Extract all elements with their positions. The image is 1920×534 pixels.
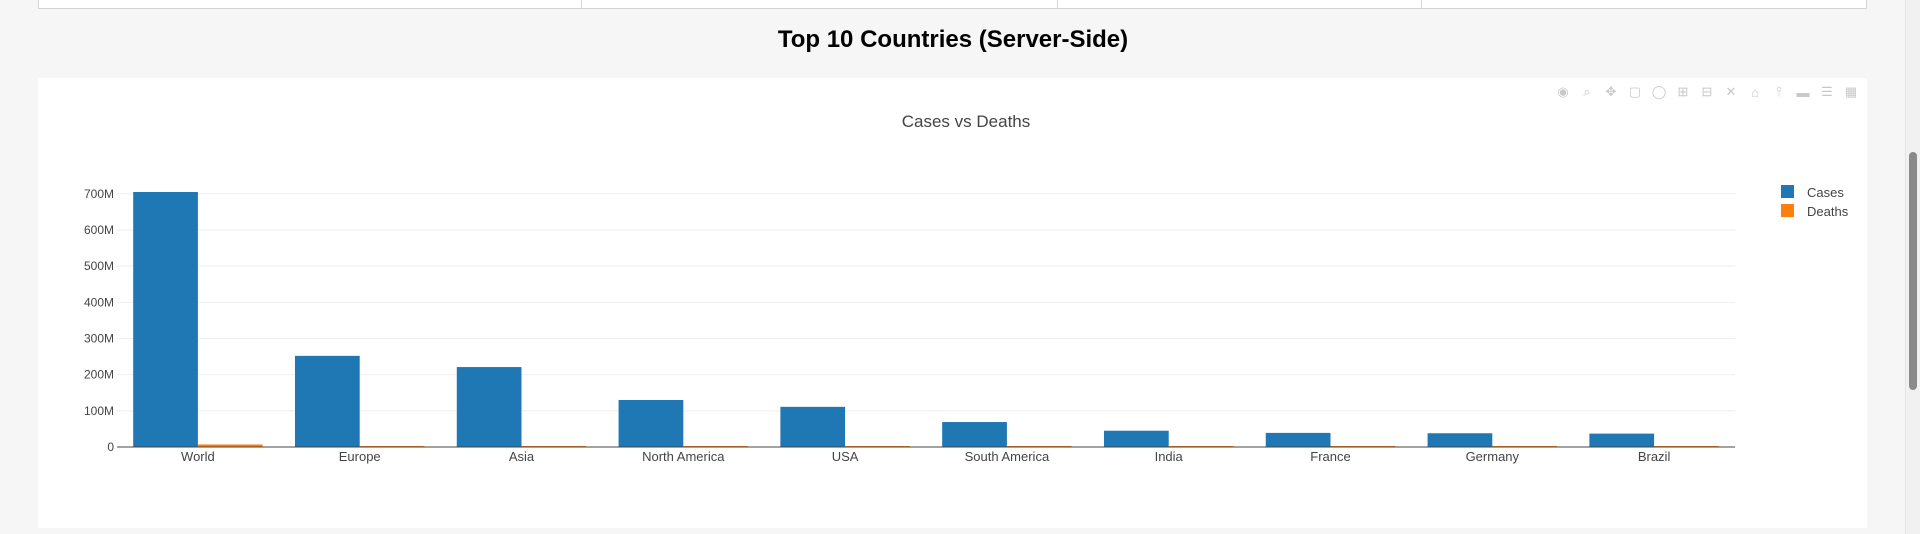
x-tick-label: South America [965, 449, 1050, 464]
y-tick-label: 600M [84, 223, 114, 237]
y-tick-label: 400M [84, 295, 114, 309]
chart-modebar[interactable]: ◉ ⌕ ✥ ▢ ◯ ⊞ ⊟ ✕ ⌂ ⫯ ▬ ☰ ▦ [1555, 82, 1859, 102]
camera-icon[interactable]: ◉ [1557, 84, 1569, 99]
cases-bar-france [1265, 432, 1331, 447]
y-tick-label: 200M [84, 368, 114, 382]
cases-bar-brazil [1589, 433, 1655, 447]
box-select-icon[interactable]: ▢ [1628, 84, 1642, 99]
zoom-icon[interactable]: ⌕ [1583, 84, 1591, 99]
cases-bar-north-america [618, 399, 684, 447]
cases-bar-germany [1427, 433, 1493, 447]
y-tick-label: 100M [84, 404, 114, 418]
spike-lines-icon[interactable]: ⫯ [1776, 84, 1782, 99]
chart-card: ◉ ⌕ ✥ ▢ ◯ ⊞ ⊟ ✕ ⌂ ⫯ ▬ ☰ ▦ Cases vs Death… [38, 78, 1867, 528]
section-title: Top 10 Countries (Server-Side) [777, 26, 1129, 53]
data-table-bottom [38, 0, 1867, 9]
table-column-divider [1057, 0, 1058, 8]
legend-swatch-cases [1781, 185, 1794, 198]
y-tick-label: 0 [107, 440, 114, 454]
cases-bar-india [1103, 430, 1169, 447]
table-column-divider [1421, 0, 1422, 8]
x-tick-label: Brazil [1638, 449, 1671, 464]
legend-swatch-deaths [1781, 204, 1794, 217]
hover-closest-icon[interactable]: ▬ [1796, 84, 1810, 100]
cases-bar-europe [294, 355, 360, 447]
x-tick-label: Germany [1466, 449, 1520, 464]
y-tick-label: 500M [84, 259, 114, 273]
cases-bar-usa [780, 406, 846, 447]
x-tick-label: World [181, 449, 215, 464]
bar-chart: Cases vs Deaths 0 100M 200M 300M 400M 500M 600M… [84, 112, 1849, 464]
plotly-logo-icon[interactable]: ▦ [1844, 84, 1858, 99]
chart-title: Cases vs Deaths [902, 112, 1031, 131]
x-tick-label: France [1310, 449, 1350, 464]
cases-bar-asia [456, 367, 522, 447]
y-tick-label: 300M [84, 331, 114, 345]
x-tick-label: India [1155, 449, 1184, 464]
autoscale-icon[interactable]: ✕ [1725, 84, 1737, 99]
cases-bar-south-america [942, 422, 1007, 447]
reset-axes-icon[interactable]: ⌂ [1751, 84, 1759, 100]
scrollbar-thumb[interactable] [1909, 152, 1917, 390]
deaths-bar-world [197, 444, 263, 447]
zoom-in-icon[interactable]: ⊞ [1677, 84, 1689, 99]
legend-label-cases: Cases [1807, 185, 1844, 200]
table-column-divider [581, 0, 582, 8]
y-tick-label: 700M [84, 187, 114, 201]
zoom-out-icon[interactable]: ⊟ [1701, 84, 1713, 99]
pan-icon[interactable]: ✥ [1605, 84, 1617, 99]
x-tick-label: USA [832, 449, 859, 464]
page-scrollbar[interactable] [1905, 0, 1920, 534]
lasso-icon[interactable]: ◯ [1651, 84, 1667, 99]
legend-label-deaths: Deaths [1807, 204, 1849, 219]
x-tick-label: Europe [339, 449, 381, 464]
hover-compare-icon[interactable]: ☰ [1821, 84, 1833, 99]
cases-bar-world [133, 192, 198, 447]
x-tick-label: North America [642, 449, 725, 464]
x-tick-label: Asia [509, 449, 535, 464]
